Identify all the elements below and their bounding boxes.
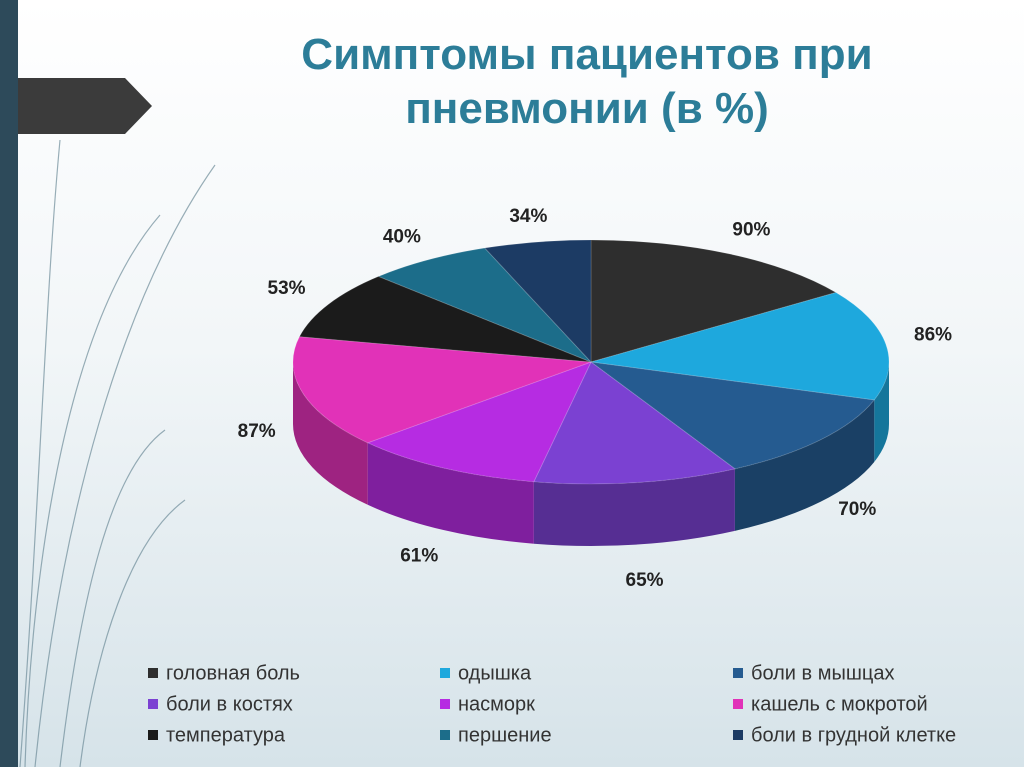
pie-slice-side [874, 362, 889, 462]
pie-slice-side [367, 442, 534, 544]
legend-swatch [733, 699, 743, 709]
pie-slice [590, 291, 890, 401]
pie-slice [483, 239, 592, 364]
decor-curves [19, 139, 216, 767]
legend-swatch [440, 730, 450, 740]
side-bar [0, 0, 18, 767]
data-label: 70% [838, 499, 876, 520]
data-label: 53% [268, 278, 306, 299]
pie-slice [590, 239, 838, 363]
legend-swatch [440, 699, 450, 709]
legend-label: боли в мышцах [751, 662, 894, 684]
legend-label: боли в костях [166, 693, 293, 715]
legend-swatch [148, 668, 158, 678]
pie-slice-side [293, 362, 368, 505]
data-label: 90% [732, 220, 770, 241]
legend-label: першение [458, 724, 552, 746]
legend-swatch [440, 668, 450, 678]
pie-slice [292, 336, 592, 444]
legend-label: одышка [458, 662, 532, 684]
data-label: 40% [383, 227, 421, 248]
pie-slice [533, 361, 737, 485]
pie-slice [589, 361, 876, 470]
legend-swatch [148, 699, 158, 709]
data-label: 86% [914, 325, 952, 346]
legend-swatch [148, 730, 158, 740]
arrow-decor [18, 78, 152, 134]
data-label: 87% [238, 421, 276, 442]
pie-slice [366, 361, 592, 483]
pie-slice [298, 275, 592, 363]
legend-label: боли в грудной клетке [751, 724, 956, 746]
legend-label: головная боль [166, 662, 300, 684]
legend-label: температура [166, 724, 286, 746]
legend-label: кашель с мокротой [751, 693, 928, 715]
legend-swatch [733, 730, 743, 740]
data-label: 34% [509, 206, 547, 227]
data-label: 65% [626, 570, 664, 591]
pie-slice-side [533, 468, 735, 546]
legend-label: насморк [458, 693, 535, 715]
legend-swatch [733, 668, 743, 678]
pie-slice [377, 247, 592, 363]
pie-slice-side [734, 399, 875, 531]
data-label: 61% [400, 546, 438, 567]
chart-title: Симптомы пациентов при пневмонии (в %) [301, 30, 873, 133]
